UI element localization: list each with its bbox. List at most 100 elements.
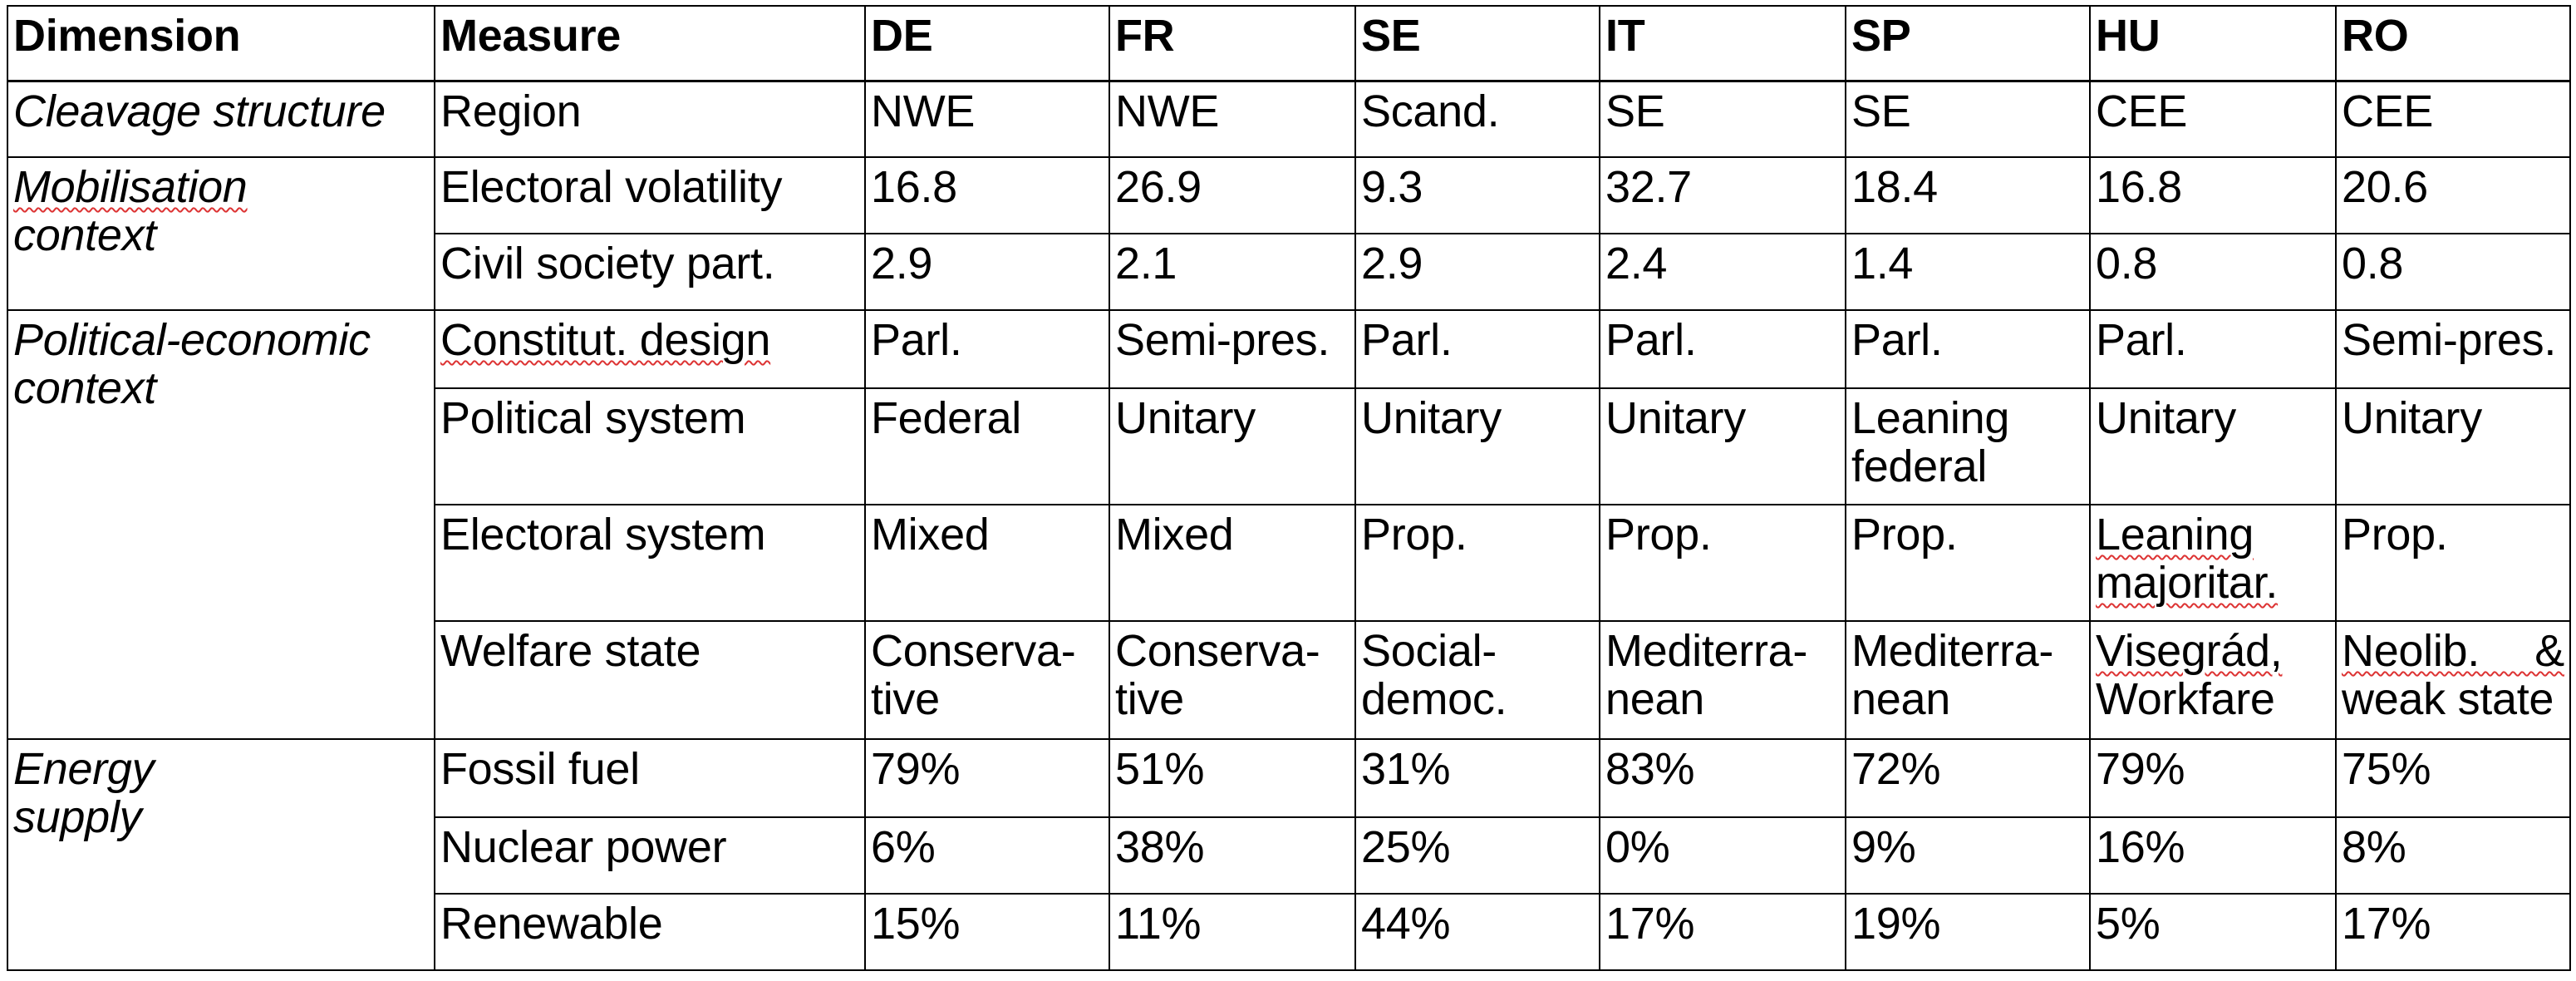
value-cell: 0.8 xyxy=(2089,233,2337,311)
header-cell: DE xyxy=(864,5,1110,82)
value-line: Conserva- xyxy=(871,626,1076,676)
value-cell: 9% xyxy=(1845,816,2091,895)
value-cell: Neolib. & weak state xyxy=(2335,620,2571,740)
measure-cell: Welfare state xyxy=(434,620,866,740)
table-row: Energy supply Fossil fuel 79% 51% 31% 83… xyxy=(7,738,2571,971)
value-cell: 5% xyxy=(2089,893,2337,971)
value-cell: Unitary xyxy=(1354,387,1600,505)
value-cell: Visegrád, Workfare xyxy=(2089,620,2337,740)
measure-cell: Constitut. design xyxy=(434,309,866,389)
value-line: nean xyxy=(1851,674,1950,724)
value-cell: Mediterra- nean xyxy=(1845,620,2091,740)
value-line: Social- xyxy=(1361,626,1497,676)
value-cell: Unitary xyxy=(2089,387,2337,505)
measure-cell: Region xyxy=(434,80,866,158)
value-cell: 9.3 xyxy=(1354,156,1600,234)
value-cell: 18.4 xyxy=(1845,156,2091,234)
value-cell: 1.4 xyxy=(1845,233,2091,311)
value-cell: Scand. xyxy=(1354,80,1600,158)
value-cell: 44% xyxy=(1354,893,1600,971)
table-row: Cleavage structure Region NWE NWE Scand.… xyxy=(7,80,2571,158)
value-text: Leaning majoritar. xyxy=(2096,510,2279,608)
value-cell: Parl. xyxy=(2089,309,2337,389)
table-row: Renewable 15% 11% 44% 17% 19% 5% 17% xyxy=(7,893,2571,971)
value-cell: NWE xyxy=(864,80,1110,158)
dimension-line: context xyxy=(13,363,157,413)
value-cell: 51% xyxy=(1109,738,1356,818)
value-cell: 25% xyxy=(1354,816,1600,895)
value-line: Neolib. & xyxy=(2342,626,2564,676)
value-cell: Unitary xyxy=(1599,387,1846,505)
value-cell: 2.4 xyxy=(1599,233,1846,311)
dimension-cell: Mobilisation context xyxy=(7,156,435,311)
value-line: Mediterra- xyxy=(1605,626,1808,676)
header-cell: RO xyxy=(2335,5,2571,82)
value-cell: Semi-pres. xyxy=(2335,309,2571,389)
value-cell: Federal xyxy=(864,387,1110,505)
value-cell: 32.7 xyxy=(1599,156,1846,234)
value-cell: 6% xyxy=(864,816,1110,895)
header-cell: Measure xyxy=(434,5,866,82)
header-cell: SE xyxy=(1354,5,1600,82)
value-line: Workfare xyxy=(2096,674,2275,724)
value-cell: 38% xyxy=(1109,816,1356,895)
value-line: Visegrád, xyxy=(2096,626,2283,676)
value-cell: SE xyxy=(1599,80,1846,158)
value-cell: 19% xyxy=(1845,893,2091,971)
measure-text: Constitut. design xyxy=(440,315,771,365)
dimension-line: Mobilisation xyxy=(13,162,248,212)
table-row: Mobilisation context Electoral volatilit… xyxy=(7,156,2571,311)
measure-cell: Civil society part. xyxy=(434,233,866,311)
value-line: nean xyxy=(1605,674,1704,724)
value-cell: Semi-pres. xyxy=(1109,309,1356,389)
header-row: Dimension Measure DE FR SE IT SP HU RO xyxy=(7,5,2571,82)
value-cell: Prop. xyxy=(1845,504,2091,622)
value-cell: NWE xyxy=(1109,80,1356,158)
table-row: Political-economic context Constitut. de… xyxy=(7,309,2571,740)
value-cell: 2.9 xyxy=(864,233,1110,311)
value-cell: 11% xyxy=(1109,893,1356,971)
value-cell: Unitary xyxy=(2335,387,2571,505)
value-cell: 16.8 xyxy=(864,156,1110,234)
value-cell: 20.6 xyxy=(2335,156,2571,234)
dimension-cell: Political-economic context xyxy=(7,309,435,740)
value-cell: 79% xyxy=(2089,738,2337,818)
value-cell: 26.9 xyxy=(1109,156,1356,234)
value-cell: Leaning federal xyxy=(1845,387,2091,505)
value-cell: SE xyxy=(1845,80,2091,158)
value-line: weak state xyxy=(2342,674,2554,724)
value-cell: Parl. xyxy=(1354,309,1600,389)
value-cell: Parl. xyxy=(864,309,1110,389)
value-cell: Conserva- tive xyxy=(1109,620,1356,740)
header-cell: SP xyxy=(1845,5,2091,82)
value-line: democ. xyxy=(1361,674,1507,724)
measure-cell: Electoral system xyxy=(434,504,866,622)
value-cell: Unitary xyxy=(1109,387,1356,505)
table-row: Welfare state Conserva- tive Conserva- t… xyxy=(7,620,2571,740)
table-row: Civil society part. 2.9 2.1 2.9 2.4 1.4 … xyxy=(7,233,2571,311)
value-cell: Prop. xyxy=(1354,504,1600,622)
measure-cell: Political system xyxy=(434,387,866,505)
table-row: Nuclear power 6% 38% 25% 0% 9% 16% 8% xyxy=(7,816,2571,895)
value-cell: Prop. xyxy=(2335,504,2571,622)
value-cell: 2.9 xyxy=(1354,233,1600,311)
measure-cell: Nuclear power xyxy=(434,816,866,895)
value-line: tive xyxy=(1115,674,1184,724)
value-cell: 2.1 xyxy=(1109,233,1356,311)
value-cell: 79% xyxy=(864,738,1110,818)
measure-cell: Electoral volatility xyxy=(434,156,866,234)
value-cell: 16% xyxy=(2089,816,2337,895)
value-cell: 17% xyxy=(2335,893,2571,971)
table-row: Political system Federal Unitary Unitary… xyxy=(7,387,2571,505)
header-cell: Dimension xyxy=(7,5,435,82)
value-cell: Leaning majoritar. xyxy=(2089,504,2337,622)
header-cell: IT xyxy=(1599,5,1846,82)
header-cell: HU xyxy=(2089,5,2337,82)
value-cell: 31% xyxy=(1354,738,1600,818)
value-cell: 75% xyxy=(2335,738,2571,818)
value-cell: 72% xyxy=(1845,738,2091,818)
value-cell: 15% xyxy=(864,893,1110,971)
value-line: Mediterra- xyxy=(1851,626,2054,676)
header-cell: FR xyxy=(1109,5,1356,82)
value-cell: Mixed xyxy=(864,504,1110,622)
